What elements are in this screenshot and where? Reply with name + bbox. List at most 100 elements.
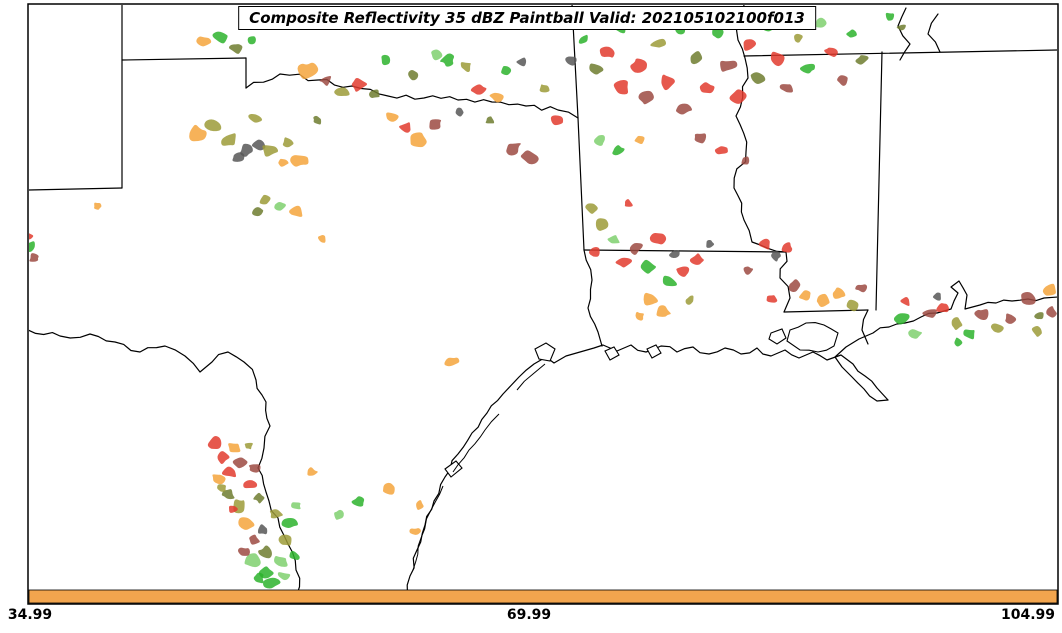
paintball-blob-lightgreen [607,235,620,244]
paintball-blob-green [799,63,816,74]
paintball-blob-olive [282,137,294,148]
paintball-blob-orange [297,62,319,80]
paintball-blob-red [217,451,230,465]
paintball-blob-darkolive [589,63,604,75]
paintball-blob-olive [334,87,350,96]
paintball-blob-olive [460,62,471,73]
paintball-blob-gray [257,524,268,535]
paintball-blob-orange [228,443,241,453]
paintball-blob-orange [212,474,226,485]
paintball-blob-olive [585,203,598,214]
paintball-blob-maroon [922,309,937,318]
state-border-tx-ok-panhandle [121,57,247,61]
state-border-nm-tx-32n [29,187,123,191]
paintball-blob-red [729,89,747,104]
mississippi-river [733,5,791,313]
paintball-blob-orange [94,202,102,210]
paintball-blob-red [936,303,949,313]
paintball-blob-olive [685,295,694,305]
river-top-right-1 [897,7,911,61]
paintball-blob-red [649,232,667,245]
paintball-blob-red [714,146,728,155]
paintball-blob-orange [189,124,207,142]
sabine-lake [604,346,620,361]
paintball-blob-maroon [837,75,848,86]
paintball-blob-darkolive [252,207,264,217]
paintball-blob-green [351,496,365,507]
paintball-blob-green [662,275,678,287]
paintball-blob-red [589,247,600,257]
paintball-blob-gray [251,139,266,151]
paintball-blob-gray [232,152,245,162]
paintball-blob-maroon [238,547,250,556]
padre-island [412,485,444,571]
gulf-coastline-east [834,280,1057,402]
paintball-blob-darkolive [485,116,495,124]
paintball-blob-maroon [248,464,261,473]
paintball-blob-olive [595,218,609,231]
paintball-blob-red [743,39,757,51]
paintball-blob-darkolive [750,72,766,84]
red-river-border [245,73,579,119]
paintball-blob-darkolive [313,115,322,125]
paintball-blob-green [281,518,298,529]
axis-tick-label-left: 34.99 [7,607,53,623]
paintball-blob-green [289,550,300,561]
state-border-ms-al [875,51,883,311]
rio-grande-border [29,329,301,603]
paintball-blob-lightgreen [277,572,291,581]
paintball-blob-olive [244,442,253,450]
paintball-blob-orange [832,287,846,299]
paintball-blob-maroon [1046,306,1057,318]
paintball-blob-orange [383,482,395,495]
paintball-blob-gray [455,107,464,117]
paintball-blob-red [228,505,238,513]
paintball-blob-olive [262,145,279,157]
paintball-blob-orange [816,293,830,307]
paintball-blob-gray [516,57,527,67]
map-title: Composite Reflectivity 35 dBZ Paintball … [238,6,816,30]
paintball-blob-green [885,12,895,21]
paintball-blob-maroon [1021,292,1036,305]
paintball-layer [29,12,1057,589]
paintball-blob-red [599,46,615,58]
paintball-blob-maroon [29,253,39,262]
paintball-blob-red [624,199,633,207]
paintball-blob-green [640,259,657,274]
paintball-blob-darkolive [855,55,869,65]
paintball-blob-green [29,241,35,252]
paintball-blob-orange [489,92,504,103]
paintball-blob-darkolive [690,51,703,65]
paintball-blob-orange [289,205,303,217]
paintball-blob-maroon [520,150,539,165]
paintball-blob-red [758,238,770,250]
paintball-blob-maroon [232,457,248,469]
paintball-blob-maroon [319,75,332,86]
paintball-blob-orange [307,467,318,476]
paintball-blob-darkolive [368,89,380,98]
paintball-blob-maroon [974,309,989,321]
paintball-blob-maroon [855,284,868,293]
paintball-blob-green [263,577,281,589]
paintball-blob-gray [932,292,941,301]
map-borders-layer [29,5,1057,603]
paintball-blob-lightgreen [244,553,261,568]
paintball-blob-lightgreen [814,17,827,28]
river-top-right-2 [927,13,941,53]
paintball-blob-red [766,295,778,303]
paintball-blob-orange [1042,283,1056,296]
paintball-blob-red [615,257,633,268]
paintball-blob-gray [771,251,781,262]
paintball-blob-olive [951,317,963,331]
paintball-blob-lightgreen [334,509,344,520]
paintball-blob-orange [409,528,421,535]
paintball-blob-darkolive [408,69,419,81]
paintball-blob-orange [410,132,427,148]
paintball-blob-orange [238,517,255,530]
paintball-blob-orange [444,357,460,367]
colorbar [28,589,1058,604]
axis-tick-label-right: 104.99 [1000,607,1056,623]
paintball-blob-lightgreen [291,502,301,510]
paintball-blob-green [963,329,975,340]
lake-maurepas [768,328,787,345]
